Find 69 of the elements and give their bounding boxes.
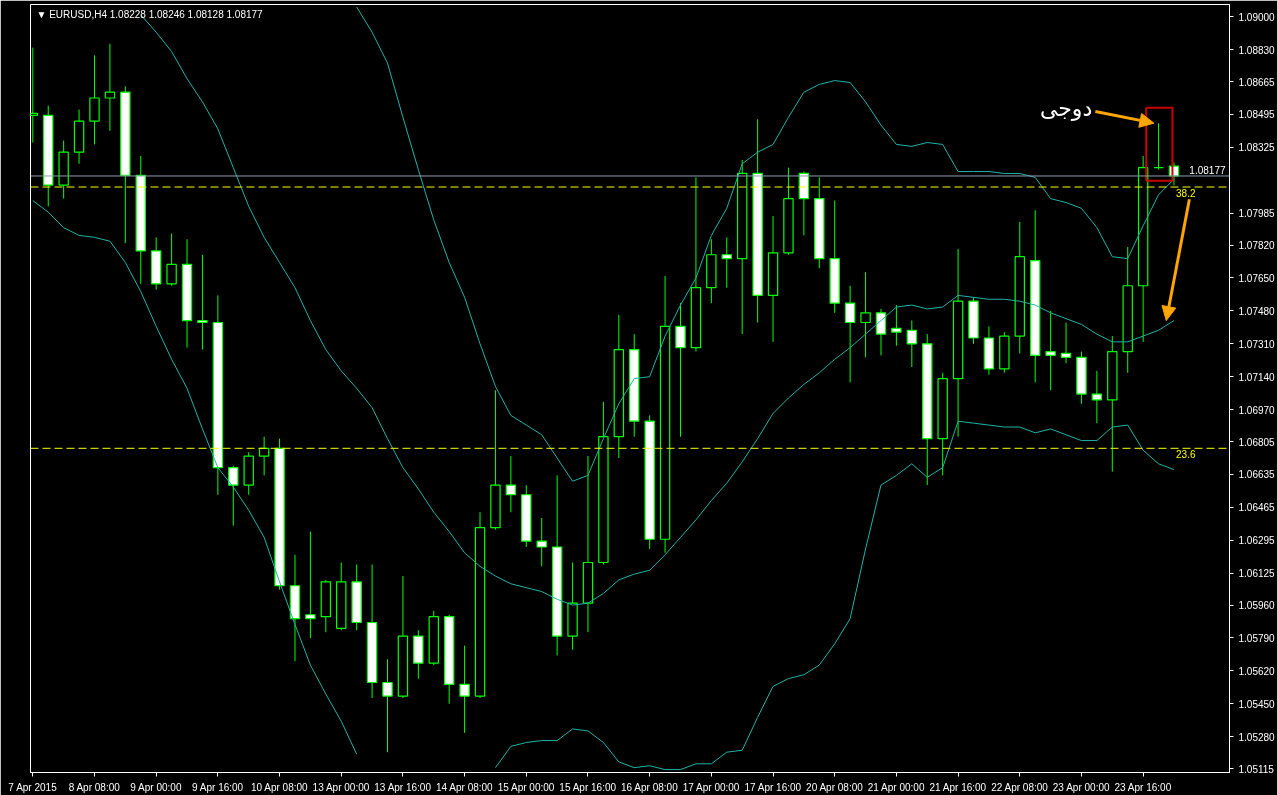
y-tick-label: 1.08665 — [1238, 76, 1276, 88]
y-tick-label: 1.05450 — [1238, 698, 1276, 710]
y-tick-label: 1.06295 — [1238, 535, 1276, 547]
y-tick-label: 1.07310 — [1238, 338, 1276, 350]
x-tick-label: 16 Apr 08:00 — [621, 781, 679, 793]
candlestick — [891, 304, 902, 347]
annotation: 23.6 — [1176, 449, 1196, 461]
x-tick-label: 22 Apr 08:00 — [991, 781, 1049, 793]
x-tick-label: 9 Apr 16:00 — [192, 781, 244, 793]
y-tick-label: 1.06125 — [1238, 568, 1276, 580]
y-tick-label: 1.06465 — [1238, 502, 1276, 514]
x-tick-label: 13 Apr 16:00 — [374, 781, 432, 793]
y-tick-label: 1.07480 — [1238, 305, 1276, 317]
candlestick — [197, 254, 208, 351]
candlestick — [875, 308, 887, 356]
candlestick — [1153, 122, 1164, 171]
y-tick-label: 1.08830 — [1238, 44, 1276, 56]
candlestick — [536, 517, 547, 567]
candlestick — [675, 302, 686, 438]
candlestick — [1060, 322, 1072, 364]
y-tick-label: 1.06635 — [1238, 469, 1276, 481]
y-tick-label: 1.05790 — [1238, 632, 1276, 644]
candlestick — [89, 54, 100, 145]
y-tick-label: 1.05620 — [1238, 665, 1276, 677]
x-tick-label: 21 Apr 16:00 — [929, 781, 987, 793]
annotation: 38.2 — [1176, 188, 1196, 200]
y-tick-label: 1.05115 — [1238, 763, 1275, 775]
x-tick-label: 7 Apr 2015 — [8, 781, 58, 793]
x-tick-label: 15 Apr 16:00 — [559, 781, 617, 793]
x-tick-label: 23 Apr 16:00 — [1114, 781, 1172, 793]
y-tick-label: 1.07985 — [1238, 208, 1276, 220]
y-tick-label: 1.07140 — [1238, 371, 1276, 383]
candlestick — [382, 658, 393, 753]
x-tick-label: 9 Apr 00:00 — [130, 781, 182, 793]
x-tick-label: 21 Apr 00:00 — [867, 781, 925, 793]
candlestick — [104, 43, 116, 132]
candlestick — [906, 320, 918, 368]
candlestick — [1045, 310, 1056, 391]
candlestick — [505, 455, 517, 513]
candlestick — [228, 465, 239, 527]
x-tick-label: 13 Apr 00:00 — [312, 781, 370, 793]
y-tick-label: 1.05280 — [1238, 731, 1276, 743]
candlestick — [166, 232, 177, 287]
x-tick-label: 23 Apr 00:00 — [1052, 781, 1110, 793]
chart-title: ▼ EURUSD,H4 1.08228 1.08246 1.08128 1.08177 — [36, 8, 264, 20]
x-tick-label: 10 Apr 08:00 — [250, 781, 309, 793]
x-tick-label: 14 Apr 08:00 — [435, 781, 494, 793]
candlestick — [305, 531, 316, 639]
y-tick-label: 1.08325 — [1238, 142, 1276, 154]
line-series — [356, 6, 1175, 482]
candlestick — [721, 236, 732, 289]
x-tick-label: 15 Apr 00:00 — [497, 781, 555, 793]
y-tick-label: 1.06805 — [1238, 436, 1276, 448]
candlestick — [1091, 370, 1103, 424]
y-tick-label: 1.06970 — [1238, 404, 1276, 416]
ref-line-label: 1.08177 — [1189, 164, 1226, 176]
candlestick — [860, 271, 871, 358]
y-tick-label: 1.09000 — [1238, 11, 1276, 23]
candlestick — [459, 645, 470, 734]
x-tick-label: 17 Apr 00:00 — [682, 781, 740, 793]
y-tick-label: 1.07650 — [1238, 272, 1276, 284]
x-tick-label: 17 Apr 16:00 — [744, 781, 802, 793]
x-tick-label: 8 Apr 08:00 — [68, 781, 121, 793]
y-tick-label: 1.07820 — [1238, 240, 1276, 252]
y-tick-label: 1.08495 — [1238, 109, 1276, 121]
x-tick-label: 20 Apr 08:00 — [806, 781, 864, 793]
y-tick-label: 1.05960 — [1238, 600, 1276, 612]
candlestick — [844, 285, 856, 383]
annotation: دوجى — [1039, 96, 1093, 122]
